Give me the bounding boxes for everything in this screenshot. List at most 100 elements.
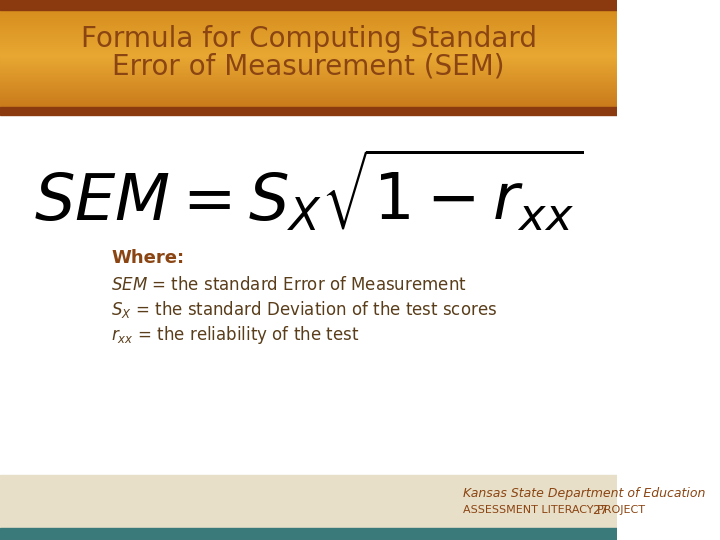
Bar (0, 48, 617, 49)
Bar (0, 5, 617, 6)
Bar (0, 107, 617, 115)
Bar (0, 59, 617, 60)
Bar (0, 80, 617, 81)
Text: 27: 27 (592, 503, 608, 516)
Bar (0, 97, 617, 98)
Bar (0, 13, 617, 14)
Bar (0, 40, 617, 41)
Bar (0, 16, 617, 17)
Bar (0, 20, 617, 21)
Bar (0, 2, 617, 3)
Bar (0, 9, 617, 10)
Bar (0, 58, 617, 59)
Bar (0, 62, 617, 63)
Bar (0, 44, 617, 45)
Text: Formula for Computing Standard: Formula for Computing Standard (81, 25, 536, 53)
Bar (0, 96, 617, 97)
Bar (0, 0, 617, 10)
Bar (0, 35, 617, 36)
Bar (0, 84, 617, 85)
Bar (0, 90, 617, 91)
Bar (0, 528, 617, 540)
Bar (0, 31, 617, 32)
Bar (0, 108, 617, 109)
Bar (0, 24, 617, 25)
Bar (0, 49, 617, 50)
Bar (0, 98, 617, 99)
Bar (0, 94, 617, 95)
Text: $\mathit{SEM} = S_X\sqrt{1 - r_{xx}}$: $\mathit{SEM} = S_X\sqrt{1 - r_{xx}}$ (34, 146, 583, 233)
Bar (0, 54, 617, 55)
Bar (0, 55, 617, 56)
Bar (0, 10, 617, 11)
Bar (0, 57, 617, 58)
Bar (0, 101, 617, 102)
Text: $r_{xx}$ = the reliability of the test: $r_{xx}$ = the reliability of the test (112, 324, 359, 346)
Bar (0, 85, 617, 86)
Bar (0, 43, 617, 44)
Bar (0, 64, 617, 65)
Bar (0, 475, 617, 540)
Bar (0, 14, 617, 15)
Bar (0, 105, 617, 106)
Bar (0, 1, 617, 2)
Bar (0, 103, 617, 104)
Bar (0, 15, 617, 16)
Bar (0, 42, 617, 43)
Bar (0, 71, 617, 72)
Bar (0, 33, 617, 34)
Bar (0, 19, 617, 20)
Bar (0, 104, 617, 105)
Bar (0, 86, 617, 87)
Bar (0, 76, 617, 77)
Bar (0, 25, 617, 26)
Bar (0, 73, 617, 74)
Bar (0, 88, 617, 89)
Bar (0, 37, 617, 38)
Text: Error of Measurement (SEM): Error of Measurement (SEM) (112, 53, 505, 81)
Bar (0, 78, 617, 79)
Text: $S_X$ = the standard Deviation of the test scores: $S_X$ = the standard Deviation of the te… (112, 300, 498, 321)
Bar (0, 82, 617, 83)
Bar (0, 61, 617, 62)
Bar (0, 66, 617, 67)
Bar (0, 26, 617, 27)
Bar (0, 22, 617, 23)
Bar (0, 47, 617, 48)
Bar (0, 21, 617, 22)
Bar (0, 67, 617, 68)
Bar (0, 23, 617, 24)
Bar (0, 65, 617, 66)
Bar (0, 95, 617, 96)
Bar (0, 36, 617, 37)
Text: Where:: Where: (112, 249, 184, 267)
Bar (0, 32, 617, 33)
Bar (0, 83, 617, 84)
Bar (0, 74, 617, 75)
Bar (0, 12, 617, 13)
Bar (0, 68, 617, 69)
Text: $\mathit{SEM}$ = the standard Error of Measurement: $\mathit{SEM}$ = the standard Error of M… (112, 276, 467, 294)
Bar (0, 30, 617, 31)
Bar (0, 41, 617, 42)
Bar (0, 53, 617, 54)
Bar (0, 91, 617, 92)
Bar (0, 81, 617, 82)
Bar (0, 69, 617, 70)
Bar (0, 60, 617, 61)
Bar (0, 18, 617, 19)
Bar (0, 56, 617, 57)
Bar (0, 50, 617, 51)
Bar (0, 75, 617, 76)
Bar (0, 6, 617, 7)
Text: ASSESSMENT LITERACY PROJECT: ASSESSMENT LITERACY PROJECT (463, 505, 645, 515)
Bar (0, 102, 617, 103)
Bar (0, 4, 617, 5)
Bar (0, 0, 617, 1)
Bar (0, 107, 617, 108)
Bar (0, 51, 617, 52)
Bar (0, 29, 617, 30)
Bar (0, 46, 617, 47)
Bar (0, 7, 617, 8)
Bar (0, 93, 617, 94)
